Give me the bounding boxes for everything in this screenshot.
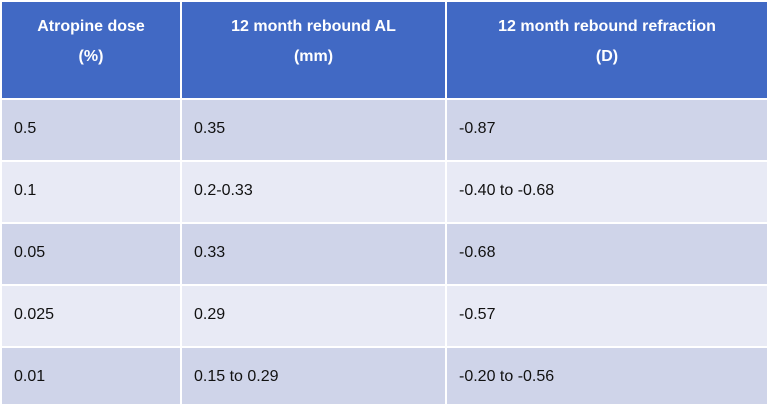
header-unit: (mm): [293, 48, 334, 65]
cell-rebound-al: 0.29: [180, 284, 447, 348]
header-text: Atropine dose: [37, 18, 145, 35]
cell-dose: 0.01: [0, 346, 182, 406]
cell-rebound-refraction: -0.57: [445, 284, 768, 348]
header-atropine-dose: Atropine dose (%): [0, 0, 182, 100]
cell-dose: 0.5: [0, 98, 182, 162]
cell-dose: 0.05: [0, 222, 182, 286]
cell-rebound-refraction: -0.68: [445, 222, 768, 286]
cell-dose: 0.025: [0, 284, 182, 348]
cell-rebound-refraction: -0.20 to -0.56: [445, 346, 768, 406]
cell-rebound-refraction: -0.40 to -0.68: [445, 160, 768, 224]
table-row: 0.01 0.15 to 0.29 -0.20 to -0.56: [0, 346, 768, 406]
cell-rebound-al: 0.2-0.33: [180, 160, 447, 224]
header-row: Atropine dose (%) 12 month rebound AL (m…: [0, 0, 768, 100]
header-rebound-refraction: 12 month rebound refraction (D): [445, 0, 768, 100]
cell-rebound-refraction: -0.87: [445, 98, 768, 162]
cell-dose: 0.1: [0, 160, 182, 224]
header-text: 12 month rebound refraction: [498, 18, 716, 35]
table-row: 0.025 0.29 -0.57: [0, 284, 768, 348]
cell-rebound-al: 0.15 to 0.29: [180, 346, 447, 406]
header-text: 12 month rebound AL: [231, 18, 396, 35]
header-rebound-al: 12 month rebound AL (mm): [180, 0, 447, 100]
table-row: 0.05 0.33 -0.68: [0, 222, 768, 286]
cell-rebound-al: 0.35: [180, 98, 447, 162]
header-unit: (D): [595, 48, 619, 65]
table-row: 0.5 0.35 -0.87: [0, 98, 768, 162]
cell-rebound-al: 0.33: [180, 222, 447, 286]
header-unit: (%): [78, 48, 104, 65]
table-row: 0.1 0.2-0.33 -0.40 to -0.68: [0, 160, 768, 224]
